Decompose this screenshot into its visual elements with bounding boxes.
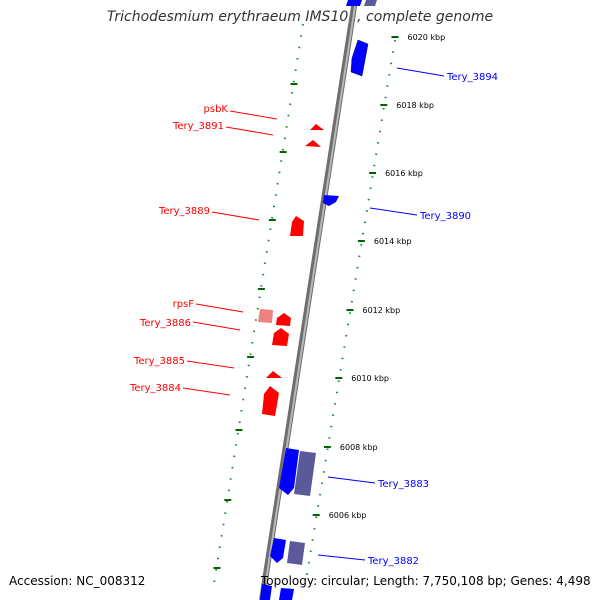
kbp-tick-label: 6016 kbp	[385, 169, 423, 178]
gene-tery-3883-pseudo-shape	[294, 451, 316, 496]
label-psbk: psbK	[204, 104, 229, 115]
label-tery-3883: Tery_3883	[377, 479, 429, 490]
label-tery-3890: Tery_3890	[419, 211, 471, 222]
gene-tery-3890-shape	[323, 195, 339, 206]
leader-tery-3889	[211, 211, 260, 221]
kbp-tick-label: 6008 kbp	[340, 443, 378, 452]
label-tery-3886: Tery_3886	[139, 318, 191, 329]
kbp-tick-label: 6006 kbp	[329, 511, 367, 520]
label-tery-3894: Tery_3894	[446, 72, 498, 83]
label-tery-3884: Tery_3884	[129, 383, 181, 394]
gene-top-partial-pseudo	[364, 0, 377, 6]
gene-tery-3894-shape	[350, 39, 369, 77]
gene-tery-3886-shape	[276, 313, 291, 326]
gene-psbk-shape	[310, 124, 324, 130]
gene-rpsf-shape	[258, 309, 273, 323]
label-tery-3885: Tery_3885	[133, 356, 185, 367]
gene-tery-3885-shape	[266, 371, 282, 378]
topology-text: Topology: circular; Length: 7,750,108 bp…	[261, 574, 591, 588]
gene-tery-3882-shape	[270, 538, 286, 563]
kbp-tick-label: 6020 kbp	[407, 33, 445, 42]
leader-tery-3886	[192, 321, 241, 331]
gene-tery-3883-shape	[279, 448, 299, 495]
gene-bottom-partial-b	[279, 588, 294, 600]
gene-top-partial	[346, 0, 362, 6]
gene-tery-3891-shape	[305, 140, 321, 147]
leader-tery-3890	[369, 207, 418, 216]
gene-tery-3889-shape	[290, 216, 304, 236]
label-tery-3891: Tery_3891	[172, 121, 224, 132]
leader-tery-3891	[225, 126, 274, 136]
kbp-tick-label: 6014 kbp	[374, 237, 412, 246]
leader-psbk	[229, 110, 278, 120]
leader-tery-3894	[396, 67, 445, 77]
kbp-tick-layer: 6020 kbp 6018 kbp 6016 kbp 6014 kbp 6012 kbp…	[312, 33, 445, 520]
backbone	[259, 0, 358, 600]
label-tery-3889: Tery_3889	[158, 206, 210, 217]
gene-tery-3882-pseudo-shape	[287, 541, 305, 565]
gene-bottom-partial	[260, 584, 272, 600]
leader-lines	[182, 67, 445, 561]
gene-layer	[258, 0, 377, 600]
kbp-tick-label: 6012 kbp	[363, 306, 401, 315]
gene-tery-3884-shape	[262, 386, 279, 416]
kbp-tick-label: 6018 kbp	[396, 101, 434, 110]
map-title: Trichodesmium erythraeum IMS101, complet…	[106, 9, 494, 25]
leader-tery-3884	[182, 387, 231, 396]
left-guide-dashes	[213, 83, 298, 569]
label-tery-3882: Tery_3882	[367, 556, 419, 567]
label-rpsf: rpsF	[173, 299, 195, 310]
leader-rpsf	[195, 303, 244, 313]
gene-tery-3886b-shape	[272, 328, 289, 346]
leader-tery-3885	[186, 360, 235, 369]
leader-tery-3883	[327, 476, 376, 484]
kbp-tick-label: 6010 kbp	[351, 374, 389, 383]
accession-text: Accession: NC_008312	[9, 574, 146, 588]
leader-tery-3882	[317, 554, 366, 561]
gene-labels: Tery_3894 Tery_3890 Tery_3883 Tery_3882 …	[129, 72, 498, 567]
